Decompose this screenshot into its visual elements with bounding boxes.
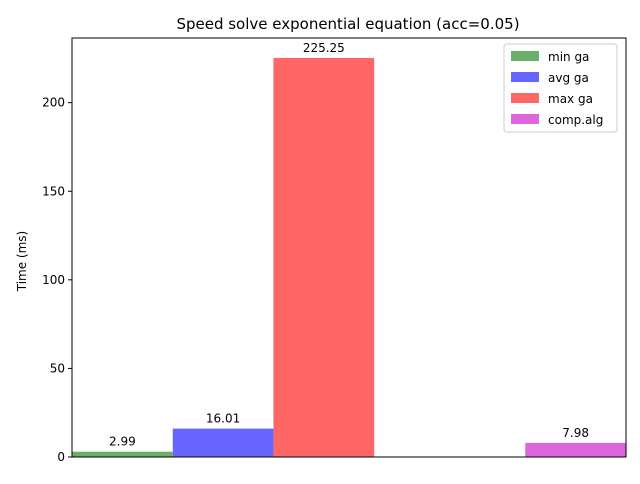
legend-label: max ga [548, 92, 593, 106]
y-tick-label: 200 [42, 96, 65, 110]
legend-label: comp.alg [548, 113, 603, 127]
y-tick-label: 100 [42, 273, 65, 287]
bar [172, 428, 274, 457]
bar-value-label: 2.99 [109, 435, 136, 449]
y-tick-label: 150 [42, 184, 65, 198]
legend-swatch [511, 51, 539, 61]
y-axis-ticks: 0 50 100 150 200 [42, 96, 72, 464]
y-tick-label: 50 [50, 361, 65, 375]
legend-swatch [511, 72, 539, 82]
bar-value-label: 16.01 [206, 412, 240, 426]
bar [72, 451, 173, 457]
bar-value-labels: 2.99 16.01 225.25 7.98 [109, 41, 589, 449]
legend: min ga avg ga max ga comp.alg [503, 43, 618, 133]
y-tick-label: 0 [57, 450, 65, 464]
chart-title: Speed solve exponential equation (acc=0.… [176, 15, 519, 33]
legend-box [503, 43, 618, 133]
bar-value-label: 225.25 [303, 41, 345, 55]
legend-swatch [511, 114, 539, 124]
bar [273, 57, 375, 458]
bars-group [72, 57, 626, 458]
legend-label: avg ga [548, 71, 589, 85]
y-axis-label: Time (ms) [15, 231, 29, 293]
bar [525, 442, 626, 457]
legend-label: min ga [548, 50, 589, 64]
legend-swatch [511, 93, 539, 103]
bar-value-label: 7.98 [562, 426, 589, 440]
plot-frame [71, 37, 627, 458]
